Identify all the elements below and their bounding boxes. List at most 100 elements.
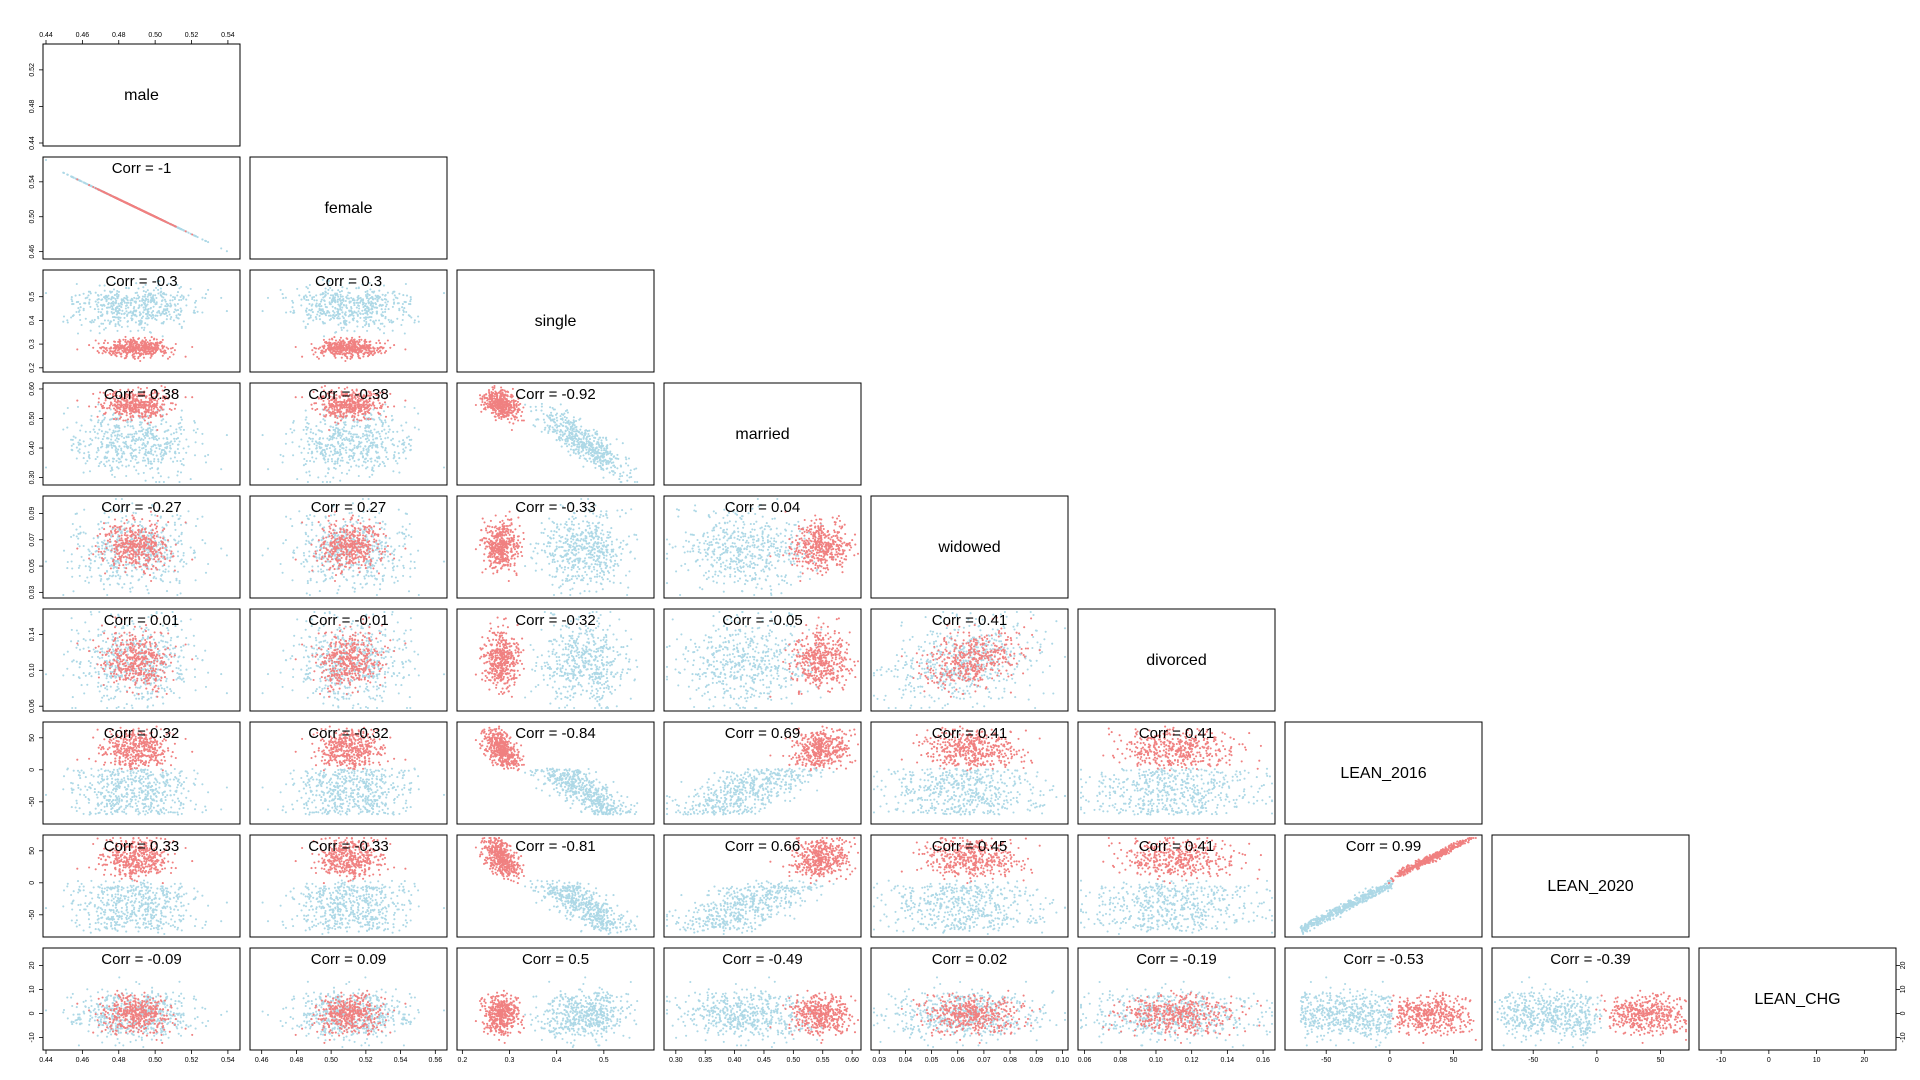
- data-point: [393, 294, 396, 297]
- data-point: [375, 437, 378, 440]
- data-point: [373, 464, 376, 467]
- data-point: [117, 346, 121, 349]
- data-point: [342, 342, 345, 345]
- data-point: [361, 464, 364, 467]
- data-point: [135, 297, 138, 300]
- data-point: [375, 312, 378, 315]
- data-point: [97, 342, 100, 345]
- data-point: [304, 409, 307, 412]
- data-point: [124, 340, 127, 343]
- data-point: [360, 338, 363, 341]
- data-point: [325, 413, 328, 417]
- data-point: [349, 410, 352, 413]
- point-cloud: [474, 384, 639, 484]
- data-point: [310, 403, 313, 406]
- data-point: [321, 397, 324, 400]
- data-point: [360, 345, 363, 348]
- data-point: [341, 459, 344, 462]
- data-point: [529, 405, 532, 408]
- data-point: [413, 319, 416, 322]
- data-point: [366, 329, 369, 332]
- data-point: [108, 406, 111, 409]
- data-point: [306, 426, 309, 429]
- data-point: [78, 309, 81, 312]
- panel-married-vs-male: Corr = 0.38: [42, 382, 241, 486]
- data-point: [323, 458, 326, 461]
- data-point: [91, 319, 94, 322]
- data-point: [335, 331, 338, 334]
- data-point: [133, 357, 136, 360]
- data-point: [364, 461, 367, 464]
- data-point: [142, 306, 145, 309]
- data-point: [332, 295, 335, 298]
- data-point: [282, 297, 285, 300]
- data-point: [150, 452, 153, 455]
- data-point: [313, 442, 316, 446]
- data-point: [343, 322, 346, 325]
- data-point: [345, 319, 348, 323]
- data-point: [77, 179, 80, 182]
- data-point: [398, 471, 401, 474]
- data-point: [324, 444, 327, 447]
- data-point: [372, 320, 375, 323]
- data-point: [139, 401, 142, 404]
- data-point: [345, 446, 348, 449]
- data-point: [174, 342, 177, 346]
- data-point: [324, 293, 327, 297]
- data-point: [140, 322, 143, 325]
- data-point: [360, 419, 363, 422]
- data-point: [131, 457, 134, 460]
- data-point: [330, 337, 334, 340]
- data-point: [129, 330, 132, 333]
- data-point: [166, 309, 169, 312]
- data-point: [120, 432, 123, 435]
- data-point: [366, 424, 369, 427]
- data-point: [135, 340, 139, 344]
- data-point: [110, 301, 113, 305]
- data-point: [353, 416, 356, 419]
- data-point: [321, 278, 324, 281]
- data-point: [129, 299, 132, 302]
- data-point: [332, 310, 335, 313]
- data-point: [348, 282, 351, 285]
- data-point: [312, 390, 315, 394]
- data-point: [126, 320, 130, 323]
- data-point: [378, 406, 382, 409]
- data-point: [103, 416, 106, 419]
- data-point: [339, 445, 342, 448]
- data-point: [146, 422, 149, 425]
- data-point: [367, 426, 371, 429]
- data-point: [182, 447, 185, 450]
- data-point: [166, 445, 169, 448]
- data-point: [103, 319, 106, 322]
- data-point: [114, 390, 117, 393]
- data-point: [362, 432, 365, 435]
- data-point: [568, 443, 571, 446]
- data-point: [104, 295, 107, 298]
- data-point: [364, 351, 367, 354]
- data-point: [353, 452, 356, 455]
- data-point: [334, 421, 337, 424]
- data-point: [596, 460, 599, 463]
- data-point: [157, 392, 160, 395]
- data-point: [157, 284, 160, 287]
- data-point: [345, 296, 348, 299]
- data-point: [340, 471, 343, 474]
- data-point: [364, 318, 367, 321]
- data-point: [356, 395, 359, 399]
- data-point: [147, 462, 150, 465]
- data-point: [179, 471, 183, 474]
- data-point: [74, 294, 77, 297]
- data-point: [356, 403, 359, 406]
- data-point: [610, 458, 613, 461]
- data-point: [366, 410, 369, 413]
- data-point: [356, 348, 359, 351]
- data-point: [308, 291, 311, 294]
- data-point: [329, 286, 332, 289]
- data-point: [383, 342, 387, 345]
- data-point: [593, 457, 596, 460]
- data-point: [313, 402, 316, 405]
- data-point: [354, 401, 357, 404]
- data-point: [328, 338, 331, 341]
- data-point: [86, 459, 89, 463]
